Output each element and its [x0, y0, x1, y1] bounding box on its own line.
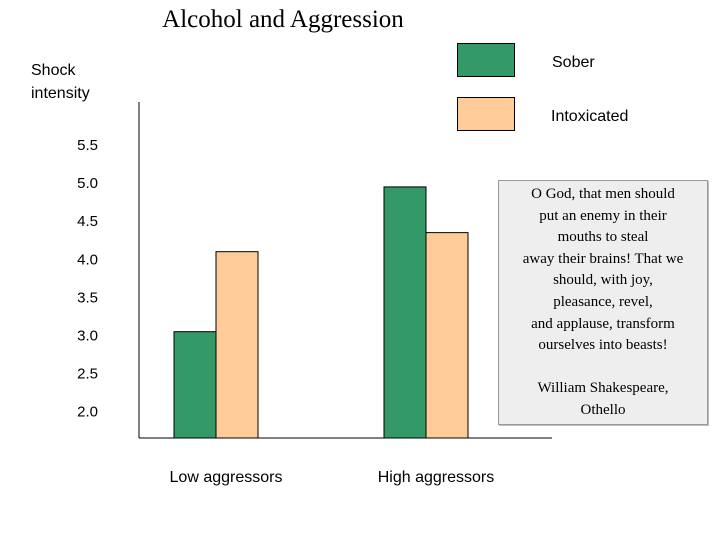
bar-intoxicated-low	[215, 251, 259, 439]
y-tick-label: 4.5	[77, 213, 98, 230]
legend-label-intoxicated: Intoxicated	[551, 108, 629, 125]
quote-line: should, with joy,	[553, 272, 653, 289]
quote-spacer	[499, 357, 707, 379]
x-category-label: Low aggressors	[170, 469, 283, 486]
y-tick-label: 5.5	[77, 137, 98, 154]
quote-line: ourselves into beasts!	[538, 337, 668, 354]
quote-source: Othello	[580, 401, 626, 418]
quote-line: O God, that men should	[531, 186, 675, 202]
x-category-label: High aggressors	[378, 469, 495, 486]
y-tick-label: 3.0	[77, 328, 98, 345]
bar-intoxicated-high	[425, 232, 469, 439]
y-tick-label: 5.0	[77, 175, 98, 192]
legend-swatch-intoxicated	[457, 97, 515, 131]
quote-line: away their brains! That we	[522, 250, 684, 267]
quote-line: pleasance, revel,	[553, 293, 653, 310]
shakespeare-quote-box: O God, that men should put an enemy in t…	[498, 180, 708, 425]
y-axis-label-line-2: intensity	[31, 85, 90, 102]
legend-swatch-sober	[457, 43, 515, 77]
y-tick-label: 4.0	[77, 251, 98, 268]
quote-author: William Shakespeare,	[537, 380, 669, 397]
quote-line: and applause, transform	[531, 315, 675, 332]
bar-sober-high	[383, 186, 427, 439]
quote-line: put an enemy in their	[539, 207, 667, 224]
bar-sober-low	[173, 331, 217, 439]
y-tick-label: 3.5	[77, 289, 98, 306]
y-tick-label: 2.5	[77, 366, 98, 383]
quote-line: mouths to steal	[557, 229, 649, 246]
y-tick-label: 2.0	[77, 404, 98, 421]
chart-title: Alcohol and Aggression	[162, 6, 404, 33]
y-axis-label: Shock intensity	[31, 59, 90, 105]
legend-label-sober: Sober	[552, 54, 595, 71]
y-axis-label-line-1: Shock	[31, 62, 76, 79]
